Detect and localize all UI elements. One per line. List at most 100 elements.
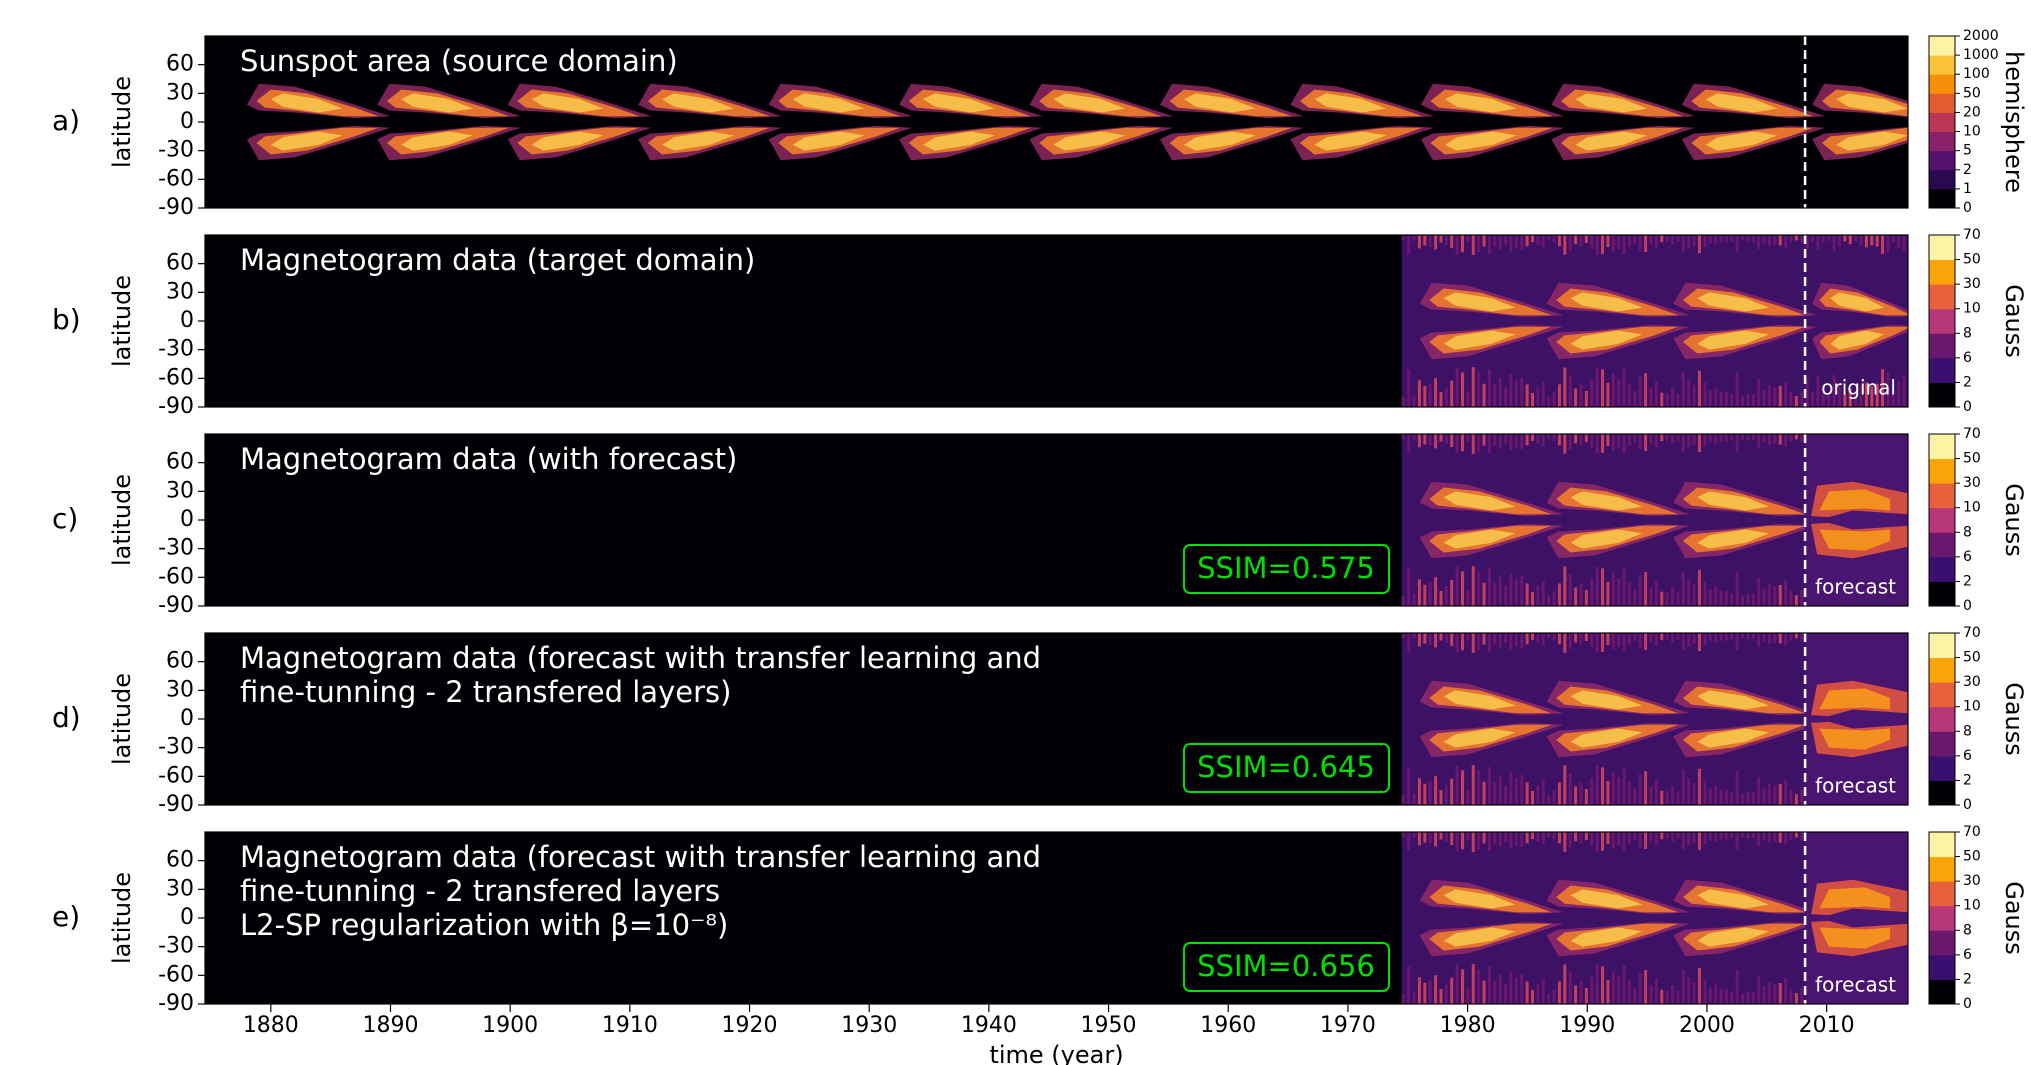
heatmap-texture [1790, 633, 1793, 641]
heatmap-texture [1773, 633, 1776, 643]
heatmap-texture [1413, 832, 1416, 838]
heatmap-texture [1434, 378, 1437, 407]
heatmap-texture [1488, 434, 1491, 453]
x-tick-label: 1980 [1440, 1013, 1496, 1038]
heatmap-texture [1773, 984, 1776, 1004]
heatmap-texture [1736, 771, 1739, 805]
heatmap-texture [1757, 434, 1760, 448]
heatmap-texture [1601, 832, 1604, 851]
heatmap-texture [1768, 982, 1771, 1004]
heatmap-texture [1752, 633, 1755, 639]
heatmap-texture [1709, 235, 1712, 243]
annotation: SSIM=0.645 [1197, 750, 1375, 784]
heatmap-texture [1574, 587, 1577, 606]
heatmap-texture [1633, 633, 1636, 641]
heatmap-texture [1536, 984, 1539, 1004]
heatmap-texture [1676, 235, 1679, 242]
heatmap-texture [1456, 633, 1459, 653]
heatmap-texture [1509, 971, 1512, 1004]
heatmap-texture [1466, 434, 1469, 442]
heatmap-texture [1612, 374, 1615, 407]
y-axis-label: latitude [108, 76, 136, 168]
colorbar-segment [1929, 508, 1955, 533]
heatmap-texture [1876, 235, 1879, 247]
heatmap-texture [1666, 792, 1669, 805]
heatmap-texture [1536, 387, 1539, 407]
heatmap-texture [1725, 392, 1728, 407]
heatmap-texture [1601, 434, 1604, 453]
heatmap-texture [1456, 766, 1459, 805]
heatmap-texture [1483, 235, 1486, 247]
heatmap-texture [1520, 377, 1523, 407]
heatmap-texture [1499, 832, 1502, 847]
colorbar-segment [1929, 532, 1955, 557]
colorbar-segment [1929, 857, 1955, 882]
heatmap-texture [1590, 579, 1593, 606]
panel-label: a) [52, 104, 80, 137]
heatmap-texture [1800, 391, 1803, 407]
heatmap-texture [1628, 781, 1631, 805]
heatmap-texture [1693, 783, 1696, 805]
heatmap-texture [1746, 832, 1749, 838]
heatmap-texture [1671, 235, 1674, 245]
heatmap-texture [1542, 832, 1545, 844]
heatmap-texture [1569, 972, 1572, 1004]
colorbar-segment [1929, 483, 1955, 508]
heatmap-texture [1483, 633, 1486, 645]
colorbar-segment [1929, 780, 1955, 805]
heatmap-texture [1413, 793, 1416, 805]
heatmap-texture [1655, 581, 1658, 606]
heatmap-texture [1682, 434, 1685, 451]
x-axis-label: time (year) [989, 1041, 1123, 1065]
heatmap-texture [1741, 832, 1744, 837]
heatmap-texture [1714, 985, 1717, 1004]
annotation: SSIM=0.656 [1197, 949, 1375, 983]
heatmap-texture [1590, 380, 1593, 407]
heatmap-texture [1892, 235, 1895, 242]
heatmap-texture [1790, 591, 1793, 606]
heatmap-texture [1504, 832, 1507, 842]
heatmap-texture [1585, 633, 1588, 641]
heatmap-texture [1558, 235, 1561, 246]
heatmap-texture [1493, 434, 1496, 446]
heatmap-texture [1666, 394, 1669, 407]
heatmap-texture [1633, 832, 1636, 840]
heatmap-texture [1445, 984, 1448, 1004]
heatmap-texture [1709, 633, 1712, 641]
heatmap-texture [1682, 832, 1685, 849]
colorbar-tick-label: 0 [1963, 797, 1972, 813]
heatmap-texture [1612, 971, 1615, 1004]
y-tick-label: -60 [158, 166, 194, 191]
heatmap-texture [1655, 235, 1658, 248]
heatmap-texture [1687, 434, 1690, 447]
heatmap-texture [1736, 970, 1739, 1004]
x-tick-label: 1890 [362, 1013, 418, 1038]
heatmap-texture [1617, 633, 1620, 647]
heatmap-texture [1429, 633, 1432, 645]
heatmap-texture [1423, 983, 1426, 1004]
heatmap-texture [1456, 567, 1459, 606]
heatmap-texture [1660, 791, 1663, 805]
heatmap-texture [1655, 832, 1658, 845]
heatmap-texture [1569, 633, 1572, 649]
heatmap-texture [1499, 434, 1502, 449]
heatmap-texture [1590, 633, 1593, 647]
colorbar-tick-label: 8 [1963, 723, 1972, 739]
heatmap-texture [1709, 589, 1712, 606]
y-tick-label: -60 [158, 564, 194, 589]
heatmap-texture [1466, 392, 1469, 407]
heatmap-texture [1660, 592, 1663, 606]
heatmap-texture [1725, 832, 1728, 840]
heatmap-texture [1736, 572, 1739, 606]
heatmap-texture [1779, 983, 1782, 1004]
heatmap-texture [1628, 633, 1631, 645]
heatmap-texture [1429, 582, 1432, 606]
heatmap-texture [1649, 389, 1652, 407]
heatmap-texture [1450, 978, 1453, 1004]
heatmap-texture [1800, 789, 1803, 805]
heatmap-texture [1515, 633, 1518, 646]
colorbar-segment [1929, 36, 1955, 56]
y-tick-label: 0 [180, 109, 194, 134]
colorbar-tick-label: 70 [1963, 824, 1981, 840]
heatmap-texture [1504, 633, 1507, 643]
